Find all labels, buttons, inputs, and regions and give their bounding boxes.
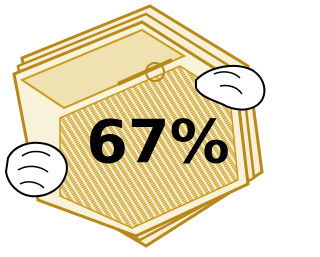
newspaper-illustration: 67% — [0, 0, 272, 257]
headline: 67% — [86, 108, 230, 178]
page: 67% (() => { const data = JSON.parse(doc… — [0, 0, 320, 257]
